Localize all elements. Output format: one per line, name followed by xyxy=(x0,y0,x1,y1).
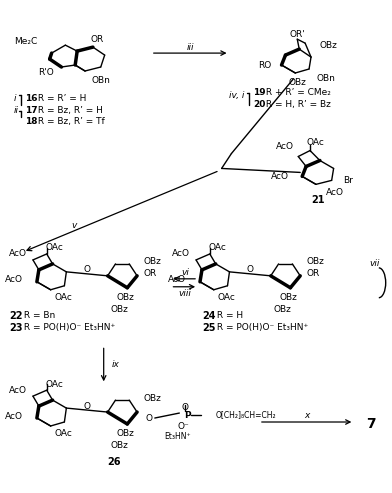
Text: Br: Br xyxy=(343,176,353,185)
Text: 22: 22 xyxy=(9,311,23,320)
Text: R = Bz, R’ = H: R = Bz, R’ = H xyxy=(35,106,103,115)
Text: O: O xyxy=(83,265,91,275)
Text: vii: vii xyxy=(370,259,380,268)
Text: OAc: OAc xyxy=(218,293,236,302)
Text: OBz: OBz xyxy=(274,305,292,314)
Text: OAc: OAc xyxy=(209,244,227,252)
Text: AcO: AcO xyxy=(326,188,344,197)
Text: ix: ix xyxy=(112,360,120,369)
Text: 25: 25 xyxy=(202,322,216,333)
Text: ii: ii xyxy=(13,106,18,115)
Text: R = Bz, R’ = Tf: R = Bz, R’ = Tf xyxy=(35,117,105,126)
Text: OBz: OBz xyxy=(320,40,338,50)
Text: O: O xyxy=(83,402,91,411)
Text: OR: OR xyxy=(306,269,319,279)
Text: OR: OR xyxy=(143,269,156,279)
Text: OBn: OBn xyxy=(91,76,110,85)
Text: O[CH₂]₈CH=CH₂: O[CH₂]₈CH=CH₂ xyxy=(216,411,276,420)
Text: viii: viii xyxy=(179,289,192,298)
Text: Et₃HN⁺: Et₃HN⁺ xyxy=(164,432,191,441)
Text: OBz: OBz xyxy=(306,257,324,266)
Text: AcO: AcO xyxy=(168,275,186,284)
Text: RO: RO xyxy=(258,61,272,70)
Text: OBn: OBn xyxy=(317,74,336,83)
Text: O: O xyxy=(182,403,189,412)
Text: OBz: OBz xyxy=(111,441,128,451)
Text: OAc: OAc xyxy=(45,244,64,252)
Text: vi: vi xyxy=(181,268,189,278)
Text: AcO: AcO xyxy=(172,249,190,258)
Text: 19: 19 xyxy=(253,88,266,98)
Text: AcO: AcO xyxy=(5,275,23,284)
Text: 23: 23 xyxy=(9,322,23,333)
Text: OBz: OBz xyxy=(116,293,134,302)
Text: OBz: OBz xyxy=(143,393,161,403)
Text: AcO: AcO xyxy=(9,386,27,395)
Text: R = Bn: R = Bn xyxy=(21,311,55,320)
Text: OBz: OBz xyxy=(289,78,306,87)
Text: OAc: OAc xyxy=(45,380,64,388)
Text: 17: 17 xyxy=(25,106,38,115)
Text: i: i xyxy=(13,94,16,104)
Text: 26: 26 xyxy=(107,457,120,467)
Text: 21: 21 xyxy=(311,195,325,205)
Text: AcO: AcO xyxy=(270,172,289,181)
Text: OAc: OAc xyxy=(54,293,73,302)
Text: O⁻: O⁻ xyxy=(178,423,189,431)
Text: 24: 24 xyxy=(202,311,216,320)
Text: 18: 18 xyxy=(25,117,38,126)
Text: O: O xyxy=(247,265,254,275)
Text: R = H: R = H xyxy=(214,311,243,320)
Text: R'O: R'O xyxy=(38,69,54,77)
Text: OR: OR xyxy=(90,35,103,44)
Text: R = PO(H)O⁻ Et₃HN⁺: R = PO(H)O⁻ Et₃HN⁺ xyxy=(214,323,308,332)
Text: 7: 7 xyxy=(366,417,376,431)
Text: v: v xyxy=(71,221,77,230)
Text: AcO: AcO xyxy=(5,412,23,421)
Text: P: P xyxy=(184,411,191,420)
Text: 16: 16 xyxy=(25,94,38,104)
Text: R = H, R’ = Bz: R = H, R’ = Bz xyxy=(263,100,331,109)
Text: OBz: OBz xyxy=(116,429,134,438)
Text: OBz: OBz xyxy=(143,257,161,266)
Text: OAc: OAc xyxy=(307,138,325,147)
Text: iii: iii xyxy=(187,42,194,52)
Text: R + R’ = CMe₂: R + R’ = CMe₂ xyxy=(263,88,331,98)
Text: iv, i: iv, i xyxy=(229,91,245,101)
Text: AcO: AcO xyxy=(9,249,27,258)
Text: R = R’ = H: R = R’ = H xyxy=(35,94,86,104)
Text: OBz: OBz xyxy=(279,293,298,302)
Text: AcO: AcO xyxy=(276,142,294,151)
Text: OBz: OBz xyxy=(111,305,128,314)
Text: OAc: OAc xyxy=(54,429,73,438)
Text: x: x xyxy=(305,411,310,420)
Text: R = PO(H)O⁻ Et₃HN⁺: R = PO(H)O⁻ Et₃HN⁺ xyxy=(21,323,115,332)
Text: OR': OR' xyxy=(289,30,305,39)
Text: O: O xyxy=(145,414,152,423)
Text: 20: 20 xyxy=(253,100,265,109)
Text: Me₂C: Me₂C xyxy=(15,36,38,46)
